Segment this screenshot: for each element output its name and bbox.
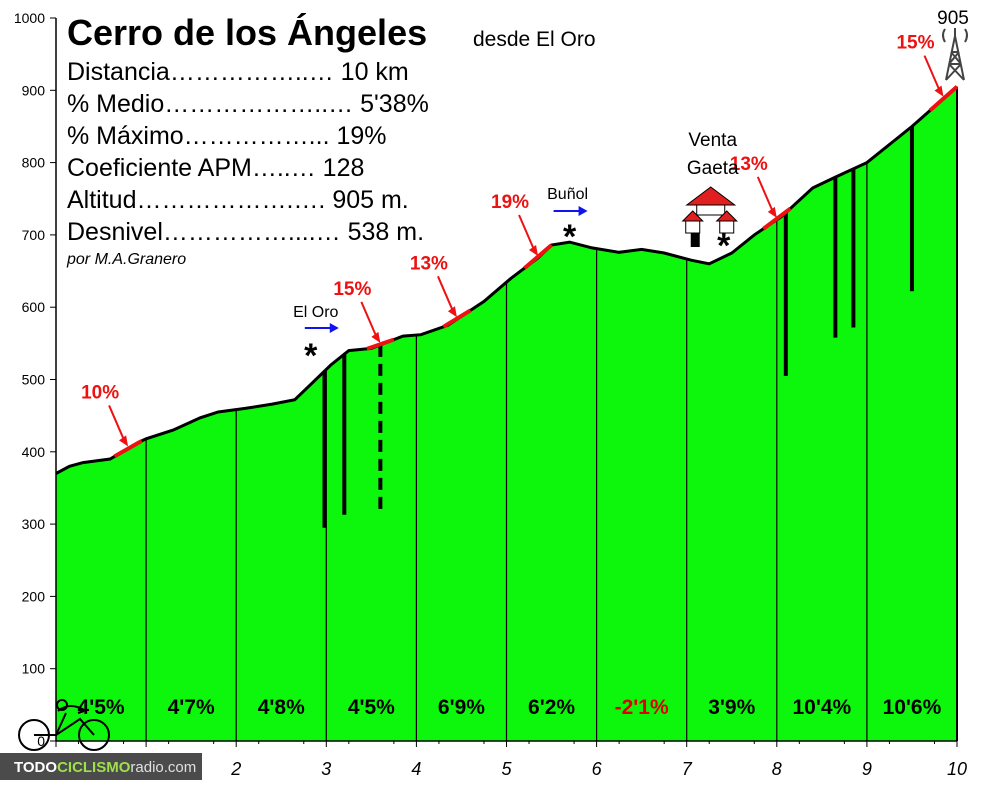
y-tick-label: 300 <box>22 516 46 532</box>
ramp-segment <box>113 439 143 459</box>
y-tick-label: 400 <box>22 444 46 460</box>
segment-gradient-label: 4'5% <box>78 696 125 719</box>
x-tick-label: 5 <box>501 759 512 779</box>
y-tick-label: 700 <box>22 227 46 243</box>
axes-layer: 0100200300400500600700800900100012345678… <box>14 10 967 779</box>
junction-star-icon: * <box>563 218 577 256</box>
house-wall-icon <box>719 220 735 234</box>
cyclist-icon <box>18 699 110 751</box>
ramp-gradient-label: 13% <box>730 154 768 175</box>
segment-gradient-label: 10'6% <box>883 696 942 719</box>
place-label-gaeta: Gaeta <box>687 158 739 179</box>
segment-gradient-label: 10'4% <box>792 696 851 719</box>
x-tick-label: 7 <box>682 759 693 779</box>
stat-apm-coefficient: Coeficiente APM…..… 128 <box>67 156 364 181</box>
ramp-gradient-label: 13% <box>410 253 448 274</box>
stat-label: Distancia……………..… <box>67 58 334 86</box>
house-wall-icon <box>685 220 701 234</box>
ramp-arrow <box>518 214 536 253</box>
ramp-segment <box>523 243 553 270</box>
profile-area-layer <box>55 85 958 741</box>
x-tick-label: 6 <box>592 759 603 779</box>
ramp-arrow <box>923 55 942 94</box>
x-tick-label: 4 <box>411 759 421 779</box>
summit-layer: 905 <box>937 8 969 81</box>
logo-text: TODOCICLISMOradio.com <box>14 759 197 776</box>
place-label-bunol: Buñol <box>547 186 588 203</box>
y-tick-label: 100 <box>22 661 46 677</box>
stat-max-gradient: % Máximo……………... 19% <box>67 124 387 149</box>
ramp-arrow <box>360 301 379 340</box>
stat-value: 19% <box>336 122 387 150</box>
segment-gradient-label: 6'2% <box>528 696 575 719</box>
stat-label: Desnivel……………....… <box>67 218 341 246</box>
todociclismo-logo: TODOCICLISMOradio.com <box>0 753 202 780</box>
y-tick-label: 0 <box>37 733 45 749</box>
segment-gradient-label: 4'8% <box>258 696 305 719</box>
ramp-segment <box>762 206 792 231</box>
stat-altitude: Altitud……………….…. 905 m. <box>67 188 409 213</box>
chart-subtitle: desde El Oro <box>473 28 596 51</box>
y-tick-label: 600 <box>22 299 46 315</box>
y-tick-label: 900 <box>22 82 46 98</box>
house-wall-icon <box>696 204 726 216</box>
ramp-segment <box>928 85 959 113</box>
ramp-arrow <box>756 176 775 215</box>
place-label-el-oro: El Oro <box>293 304 338 321</box>
ramp-segment <box>442 308 472 329</box>
x-tick-label: 3 <box>321 759 331 779</box>
peak-label: 905 <box>937 8 969 29</box>
stat-label: Coeficiente APM…..… <box>67 154 316 182</box>
junction-star-icon: * <box>304 337 318 375</box>
stat-average-gradient: % Medio………………..… 5'38% <box>67 92 429 117</box>
stat-label: Altitud……………….…. <box>67 186 326 214</box>
ramp-gradient-label: 19% <box>491 192 529 213</box>
ramp-arrow <box>108 405 126 443</box>
stat-label: % Medio………………..… <box>67 90 354 118</box>
fuel-station-icon <box>690 233 700 247</box>
x-tick-label: 9 <box>862 759 872 779</box>
segment-gradient-label: 6'9% <box>438 696 485 719</box>
stat-value: 128 <box>322 154 365 182</box>
segment-gradient-label: 4'5% <box>348 696 395 719</box>
ramp-segment <box>366 337 395 351</box>
stat-value: 905 m. <box>332 186 409 214</box>
x-tick-label: 2 <box>230 759 241 779</box>
ramp-arrowhead <box>119 435 129 447</box>
stat-distance: Distancia……………..… 10 km <box>67 60 409 85</box>
y-tick-label: 200 <box>22 588 46 604</box>
ramp-gradient-label: 15% <box>333 279 371 300</box>
stat-value: 10 km <box>340 58 409 86</box>
ramp-arrowhead <box>767 206 777 218</box>
ramp-gradient-label: 10% <box>81 382 119 403</box>
y-tick-label: 500 <box>22 372 46 388</box>
segment-gradient-label: 3'9% <box>708 696 755 719</box>
chart-title: Cerro de los Ángeles <box>67 12 428 53</box>
direction-arrowhead <box>329 323 339 333</box>
y-tick-label: 800 <box>22 155 46 171</box>
place-label-venta: Venta <box>688 130 737 151</box>
y-tick-label: 1000 <box>14 10 45 26</box>
antenna-tower-icon <box>942 28 968 81</box>
author-credit: por M.A.Granero <box>67 251 187 268</box>
junction-star-icon: * <box>717 227 731 265</box>
ramp-arrowhead <box>371 331 381 343</box>
x-tick-label: 10 <box>947 759 967 779</box>
segment-gradient-label: -2'1% <box>615 696 669 719</box>
annotation-layer: 4'5% 4'7% 4'8% 4'5% 6'9% 6'2% -2'1% 3'9% 10'4% 10… <box>78 33 959 719</box>
house-roof-icon <box>685 186 737 206</box>
stat-label: % Máximo……………... <box>67 122 330 150</box>
ramp-arrowhead <box>447 306 457 318</box>
ramp-arrow <box>437 275 455 314</box>
ramp-gradient-label: 15% <box>896 33 934 54</box>
direction-arrowhead <box>578 206 588 216</box>
ramp-arrowhead <box>934 85 944 97</box>
stat-value: 538 m. <box>347 218 425 246</box>
stat-elevation-gain: Desnivel……………....… 538 m. <box>67 220 424 245</box>
x-tick-label: 8 <box>772 759 782 779</box>
ramp-arrowhead <box>529 245 539 257</box>
stat-value: 5'38% <box>360 90 429 118</box>
segment-gradient-label: 4'7% <box>168 696 215 719</box>
